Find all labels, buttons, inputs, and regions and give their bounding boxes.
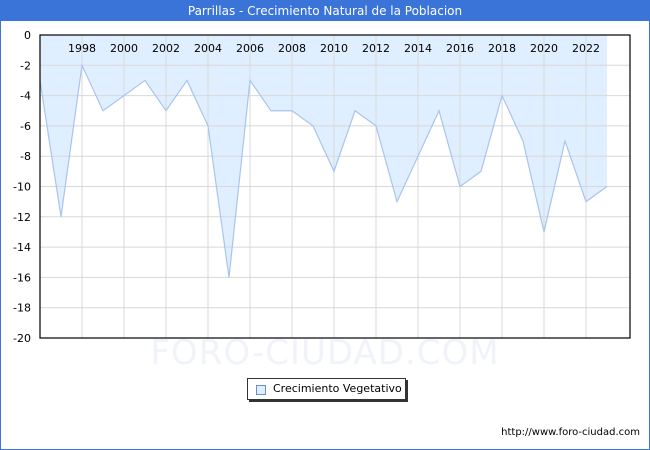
data-line	[39, 63, 608, 278]
x-tick-label: 2008	[278, 42, 306, 55]
plot-border	[39, 34, 631, 339]
y-tick-label: -2	[20, 59, 31, 72]
y-tick-label: -10	[13, 181, 31, 194]
x-tick-label: 2002	[152, 42, 180, 55]
y-tick-label: -18	[13, 302, 31, 315]
y-tick-label: -14	[13, 241, 31, 254]
y-tick-label: 0	[24, 29, 31, 42]
x-tick-label: 2022	[572, 42, 600, 55]
x-tick-label: 2014	[404, 42, 432, 55]
x-tick-label: 2020	[530, 42, 558, 55]
y-tick-label: -20	[13, 332, 31, 345]
x-tick-label: 2000	[110, 42, 138, 55]
y-tick-label: -16	[13, 271, 31, 284]
x-tick-label: 1998	[68, 42, 96, 55]
x-tick-label: 2006	[236, 42, 264, 55]
source-url: http://www.foro-ciudad.com	[501, 427, 640, 438]
x-tick-label: 2016	[446, 42, 474, 55]
legend: Crecimiento Vegetativo	[247, 378, 406, 400]
y-tick-label: -6	[20, 120, 31, 133]
legend-label: Crecimiento Vegetativo	[273, 382, 402, 395]
y-tick-label: -4	[20, 90, 31, 103]
x-tick-label: 2010	[320, 42, 348, 55]
y-tick-label: -8	[20, 150, 31, 163]
legend-swatch-icon	[256, 385, 266, 395]
chart-title: Parrillas - Crecimiento Natural de la Po…	[0, 0, 650, 21]
y-tick-label: -12	[13, 211, 31, 224]
x-tick-label: 2012	[362, 42, 390, 55]
watermark: FORO-CIUDAD.COM	[150, 333, 500, 373]
x-tick-label: 2004	[194, 42, 222, 55]
x-tick-label: 2018	[488, 42, 516, 55]
